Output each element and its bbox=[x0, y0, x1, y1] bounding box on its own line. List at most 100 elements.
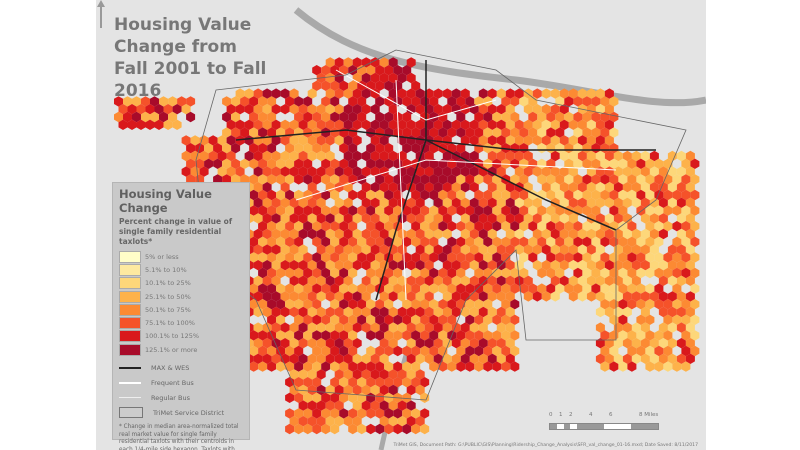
hexagon bbox=[420, 283, 430, 294]
hexagon bbox=[352, 260, 362, 271]
hexagon bbox=[672, 299, 682, 310]
hexagon bbox=[505, 291, 515, 302]
hexagon bbox=[582, 205, 592, 216]
hexagon bbox=[307, 275, 317, 286]
hexagon bbox=[370, 228, 380, 240]
hexagon bbox=[114, 96, 123, 107]
hexagon bbox=[627, 158, 637, 169]
hexagon bbox=[595, 88, 605, 99]
hexagon bbox=[483, 143, 493, 154]
hexagon bbox=[190, 150, 200, 162]
hexagon bbox=[253, 353, 263, 364]
hexagon bbox=[226, 166, 236, 177]
hexagon bbox=[244, 135, 254, 146]
hexagon bbox=[663, 252, 673, 263]
hexagon bbox=[519, 236, 529, 247]
hexagon bbox=[294, 189, 304, 201]
hexagon bbox=[465, 205, 475, 216]
hexagon bbox=[586, 88, 596, 99]
hexagon bbox=[663, 314, 673, 325]
hexagon bbox=[523, 275, 533, 286]
hexagon bbox=[654, 345, 664, 357]
hexagon bbox=[595, 338, 605, 349]
hexagon bbox=[267, 189, 277, 201]
hexagon bbox=[510, 330, 520, 341]
hexagon bbox=[285, 96, 295, 107]
hexagon bbox=[600, 299, 610, 310]
hexagon bbox=[469, 119, 479, 130]
hexagon bbox=[316, 150, 326, 162]
hexagon bbox=[213, 143, 223, 154]
hexagon bbox=[406, 400, 416, 411]
hexagon bbox=[375, 361, 385, 372]
document-path-footer: TriMet GIS, Document Path: G:\PUBLIC\GIS… bbox=[393, 443, 698, 448]
hexagon bbox=[627, 236, 637, 247]
hexagon bbox=[339, 392, 349, 403]
hexagon bbox=[258, 345, 268, 357]
hexagon bbox=[307, 400, 317, 411]
hexagon bbox=[276, 314, 286, 325]
hexagon bbox=[573, 189, 583, 201]
hexagon bbox=[370, 57, 380, 68]
hexagon bbox=[285, 423, 295, 435]
hexagon bbox=[685, 244, 695, 255]
hexagon bbox=[298, 166, 308, 177]
map-canvas: Housing Value Change from Fall 2001 to F… bbox=[96, 0, 706, 450]
hexagon bbox=[384, 96, 394, 107]
hexagon bbox=[397, 182, 407, 193]
hexagon bbox=[514, 228, 524, 240]
hexagon bbox=[636, 236, 646, 247]
hexagon bbox=[361, 72, 371, 84]
hexagon bbox=[258, 330, 268, 341]
legend-line-item: TriMet Service District bbox=[119, 405, 243, 420]
hexagon bbox=[672, 189, 682, 201]
hexagon bbox=[496, 353, 506, 364]
hexagon bbox=[663, 361, 673, 372]
legend-class-label: 5.1% to 10% bbox=[145, 265, 187, 274]
hexagon bbox=[465, 221, 475, 232]
hexagon bbox=[208, 135, 218, 146]
map-title: Housing Value Change from Fall 2001 to F… bbox=[114, 15, 267, 101]
hexagon bbox=[420, 174, 430, 185]
hexagon bbox=[267, 283, 277, 294]
hexagon bbox=[280, 291, 290, 302]
hexagon bbox=[442, 119, 452, 130]
hexagon bbox=[388, 104, 398, 115]
hexagon bbox=[676, 260, 686, 271]
hexagon bbox=[532, 228, 542, 240]
hexagon bbox=[433, 104, 443, 115]
hexagon bbox=[433, 275, 443, 286]
hexagon bbox=[366, 189, 376, 201]
legend-class-label: 75.1% to 100% bbox=[145, 319, 195, 328]
hexagon bbox=[438, 174, 448, 185]
hexagon bbox=[685, 291, 695, 302]
hexagon bbox=[348, 345, 358, 357]
hexagon bbox=[415, 353, 425, 364]
hexagon bbox=[316, 135, 326, 146]
hexagon bbox=[672, 267, 682, 279]
hexagon bbox=[258, 205, 268, 216]
hexagon bbox=[253, 104, 263, 115]
hexagon bbox=[442, 88, 452, 99]
hexagon bbox=[586, 260, 596, 271]
hexagon bbox=[397, 400, 407, 411]
hexagon bbox=[370, 166, 380, 177]
hexagon bbox=[523, 150, 533, 162]
hexagon bbox=[586, 150, 596, 162]
hexagon bbox=[681, 205, 691, 216]
hexagon bbox=[402, 143, 412, 154]
hexagon bbox=[384, 361, 394, 372]
hexagon bbox=[303, 221, 313, 232]
hexagon bbox=[429, 158, 439, 169]
hexagon bbox=[289, 291, 299, 302]
hexagon bbox=[307, 322, 317, 333]
hexagon bbox=[685, 338, 695, 349]
hexagon bbox=[505, 338, 515, 349]
hexagon bbox=[303, 423, 313, 435]
hexagon bbox=[568, 260, 578, 271]
hexagon bbox=[528, 236, 538, 247]
hexagon bbox=[379, 57, 389, 68]
hexagon bbox=[676, 322, 686, 333]
hexagon bbox=[307, 291, 317, 302]
hexagon bbox=[384, 423, 394, 435]
